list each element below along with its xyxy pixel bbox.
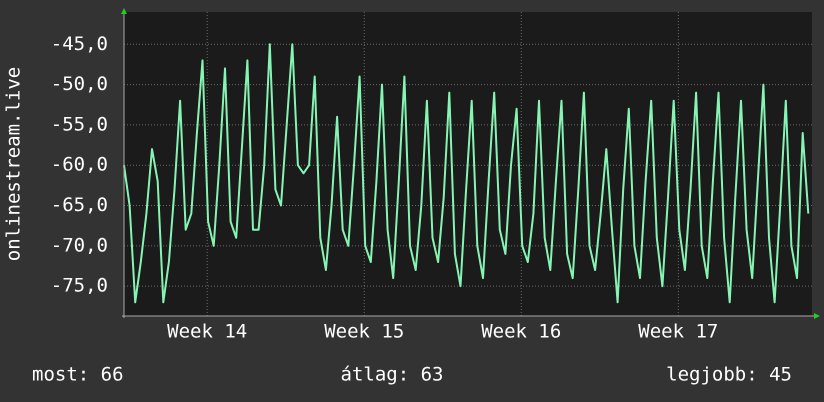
data-line xyxy=(123,43,810,304)
y-tick-label: -65,0 xyxy=(51,194,108,216)
y-tick-label: -75,0 xyxy=(51,275,108,297)
marks xyxy=(123,43,810,304)
footer-average: átlag: 63 xyxy=(341,364,444,386)
x-tick-label: Week 14 xyxy=(167,321,247,343)
x-tick-label: Week 15 xyxy=(324,321,404,343)
footer-max: legjobb: 45 xyxy=(666,364,792,386)
y-arrow xyxy=(121,8,127,14)
x-tick-label: Week 17 xyxy=(638,321,718,343)
y-tick-label: -70,0 xyxy=(51,234,108,256)
y-tick-label: -55,0 xyxy=(51,113,108,135)
y-tick-label: -50,0 xyxy=(51,73,108,95)
x-tick-label: Week 16 xyxy=(481,321,561,343)
y-tick-label: -45,0 xyxy=(51,33,108,55)
footer-current: most: 66 xyxy=(32,364,124,386)
y-axis-label: onlinestream.live xyxy=(3,67,25,261)
y-tick-label: -60,0 xyxy=(51,154,108,176)
x-arrow xyxy=(814,313,820,319)
